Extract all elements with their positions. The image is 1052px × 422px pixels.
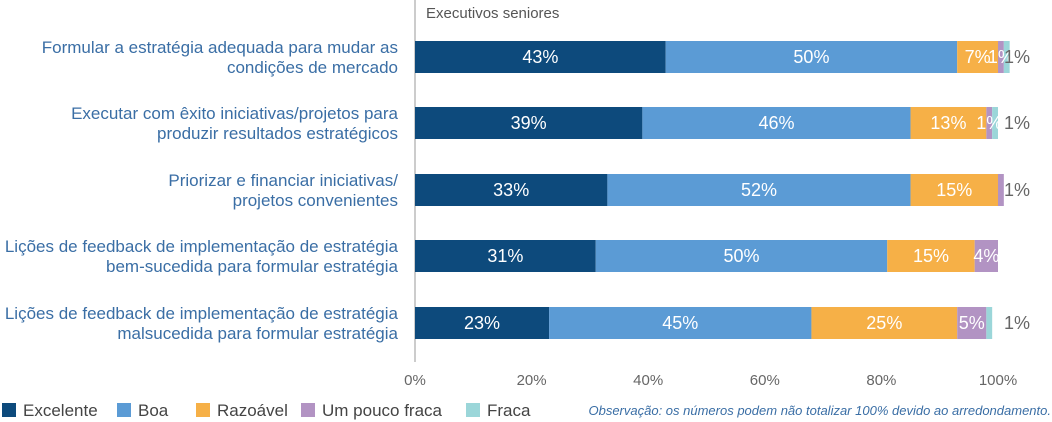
x-tick-label-1: 0% bbox=[404, 372, 426, 389]
bar-segment-1-5 bbox=[1003, 41, 1010, 73]
segment-label-2-1: 39% bbox=[511, 113, 547, 133]
segment-label-1-4: 1% bbox=[988, 47, 1014, 67]
segment-label-4-3: 15% bbox=[913, 246, 949, 266]
bar-segment-2-2 bbox=[642, 107, 911, 139]
bar-segment-5-3 bbox=[811, 307, 958, 339]
bar-segment-1-1 bbox=[415, 41, 666, 73]
bar-segment-4-2 bbox=[595, 240, 888, 272]
category-label-3: Priorizar e financiar iniciativas/projet… bbox=[168, 171, 398, 210]
bar-segment-2-5 bbox=[992, 107, 998, 139]
category-label-2: Executar com êxito iniciativas/projetos … bbox=[71, 104, 398, 143]
legend-label-2: Boa bbox=[138, 401, 169, 420]
segment-label-5-1: 23% bbox=[464, 313, 500, 333]
segment-label-2-3: 13% bbox=[930, 113, 966, 133]
segment-label-1-1: 43% bbox=[522, 47, 558, 67]
x-tick-label-6: 100% bbox=[979, 372, 1017, 389]
segment-label-2-2: 46% bbox=[758, 113, 794, 133]
outside-label-2: 1% bbox=[1004, 113, 1030, 133]
segment-label-3-3: 15% bbox=[936, 180, 972, 200]
segment-label-2-4: 1% bbox=[976, 113, 1002, 133]
segment-label-5-3: 25% bbox=[866, 313, 902, 333]
legend-label-4: Um pouco fraca bbox=[322, 401, 443, 420]
segment-label-4-1: 31% bbox=[487, 246, 523, 266]
x-tick-label-4: 60% bbox=[750, 372, 780, 389]
legend-swatch-1 bbox=[2, 403, 16, 417]
legend-label-1: Excelente bbox=[23, 401, 98, 420]
segment-label-5-4: 5% bbox=[959, 313, 985, 333]
bar-segment-5-4 bbox=[957, 307, 987, 339]
category-label-5: Lições de feedback de implementação de e… bbox=[5, 304, 399, 343]
legend-label-3: Razoável bbox=[217, 401, 288, 420]
outside-label-1: 1% bbox=[1004, 47, 1030, 67]
bar-segment-1-3 bbox=[957, 41, 998, 73]
segment-label-3-2: 52% bbox=[741, 180, 777, 200]
bar-segment-4-4 bbox=[974, 240, 998, 272]
legend-swatch-3 bbox=[196, 403, 210, 417]
segment-label-3-1: 33% bbox=[493, 180, 529, 200]
bar-segment-1-4 bbox=[998, 41, 1004, 73]
legend-label-5: Fraca bbox=[487, 401, 531, 420]
legend-swatch-2 bbox=[117, 403, 131, 417]
bar-segment-4-3 bbox=[887, 240, 975, 272]
chart-note: Observação: os números podem não totaliz… bbox=[588, 403, 1051, 418]
x-tick-label-3: 40% bbox=[633, 372, 663, 389]
outside-label-5: 1% bbox=[1004, 313, 1030, 333]
segment-label-1-2: 50% bbox=[793, 47, 829, 67]
segment-label-5-2: 45% bbox=[662, 313, 698, 333]
chart-subtitle: Executivos seniores bbox=[426, 5, 559, 22]
segment-label-4-4: 4% bbox=[973, 246, 999, 266]
bar-segment-5-1 bbox=[415, 307, 550, 339]
bar-segment-3-2 bbox=[607, 174, 911, 206]
segment-label-4-2: 50% bbox=[723, 246, 759, 266]
legend-swatch-4 bbox=[301, 403, 315, 417]
bar-segment-3-1 bbox=[415, 174, 608, 206]
legend-swatch-5 bbox=[466, 403, 480, 417]
bar-segment-2-4 bbox=[986, 107, 993, 139]
bar-segment-2-3 bbox=[910, 107, 987, 139]
segment-label-1-3: 7% bbox=[965, 47, 991, 67]
outside-label-3: 1% bbox=[1004, 180, 1030, 200]
bar-segment-2-1 bbox=[415, 107, 643, 139]
bar-segment-5-5 bbox=[986, 307, 993, 339]
x-tick-label-5: 80% bbox=[866, 372, 896, 389]
bar-segment-4-1 bbox=[415, 240, 596, 272]
x-tick-label-2: 20% bbox=[517, 372, 547, 389]
category-label-4: Lições de feedback de implementação de e… bbox=[5, 237, 399, 276]
category-label-1: Formular a estratégia adequada para muda… bbox=[42, 38, 398, 77]
bar-segment-3-3 bbox=[910, 174, 998, 206]
bar-segment-5-2 bbox=[549, 307, 812, 339]
bar-segment-1-2 bbox=[665, 41, 958, 73]
bar-segment-3-4 bbox=[998, 174, 1004, 206]
